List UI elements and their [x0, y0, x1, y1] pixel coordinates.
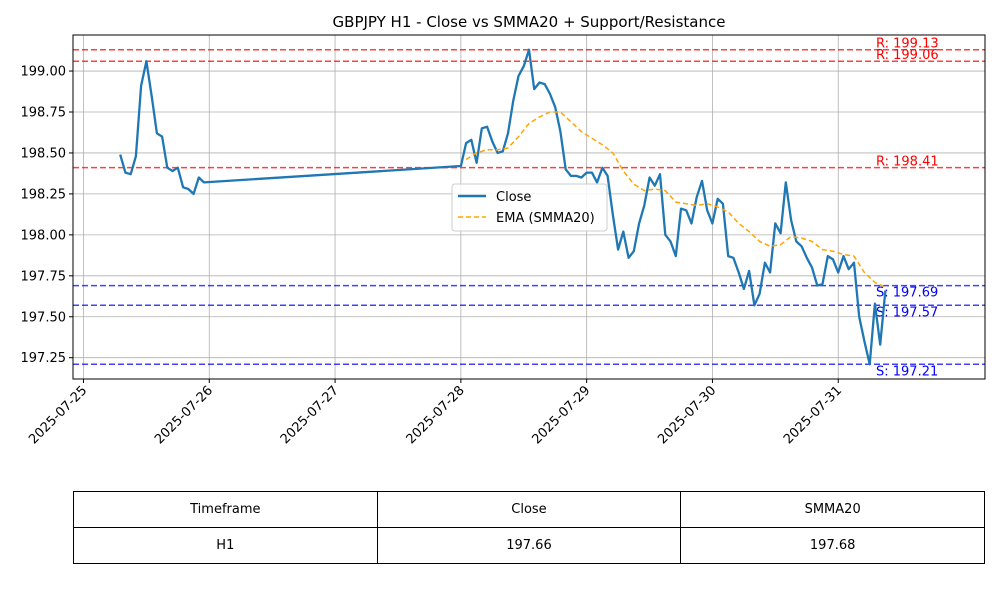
x-tick-label: 2025-07-31: [781, 383, 845, 447]
support-resistance-levels: R: 199.13R: 199.06 R: 198.41 S: 197.69 S: 1…: [73, 37, 985, 379]
y-tick-label: 197.25: [21, 351, 67, 366]
table-header-close: Close: [376, 491, 682, 528]
table-cell-close: 197.66: [376, 527, 682, 564]
support-level-label: S: 197.57: [876, 305, 938, 320]
y-tick-label: 197.75: [21, 269, 67, 284]
table-row: H1 197.66 197.68: [73, 527, 985, 564]
x-tick-label: 2025-07-27: [278, 383, 342, 447]
support-level-label: S: 197.21: [876, 364, 938, 379]
y-tick-label: 198.75: [21, 105, 67, 120]
y-tick-label: 197.50: [21, 310, 67, 325]
table-header-smma20: SMMA20: [680, 491, 985, 528]
close-series-line: [119, 48, 887, 366]
x-tick-label: 2025-07-30: [655, 383, 719, 447]
x-tick-label: 2025-07-26: [152, 383, 216, 447]
y-tick-label: 198.25: [21, 187, 67, 202]
y-tick-label: 199.00: [21, 65, 67, 80]
plot-frame: [72, 34, 986, 380]
legend-label-smma20: EMA (SMMA20): [496, 211, 595, 226]
x-tick-label: 2025-07-28: [404, 383, 468, 447]
resistance-level-label: R: 199.06: [876, 48, 939, 63]
smma20-series-line: [465, 111, 886, 288]
table-cell-smma20: 197.68: [680, 527, 985, 564]
resistance-level-label: R: 198.41: [876, 155, 939, 170]
x-tick-label: 2025-07-29: [529, 383, 593, 447]
grid: [73, 35, 985, 379]
axes: 2025-07-25 2025-07-26 2025-07-27 2025-07-28…: [21, 65, 846, 448]
legend-box: [451, 183, 608, 232]
summary-table: Timeframe Close SMMA20 H1 197.66 197.68: [73, 491, 985, 564]
table-header-timeframe: Timeframe: [73, 491, 378, 528]
table-cell-timeframe: H1: [73, 527, 378, 564]
chart-title: GBPJPY H1 - Close vs SMMA20 + Support/Re…: [333, 13, 726, 31]
table-header-row: Timeframe Close SMMA20: [73, 491, 985, 528]
legend-label-close: Close: [496, 190, 531, 205]
support-level-label: S: 197.69: [876, 286, 938, 301]
y-tick-label: 198.00: [21, 228, 67, 243]
x-tick-label: 2025-07-25: [26, 383, 90, 447]
chart: GBPJPY H1 - Close vs SMMA20 + Support/Re…: [21, 13, 986, 448]
legend: Close EMA (SMMA20): [451, 183, 608, 232]
series-lines: [119, 48, 887, 366]
resistance-level-label: R: 199.13: [876, 37, 939, 52]
y-tick-label: 198.50: [21, 146, 67, 161]
